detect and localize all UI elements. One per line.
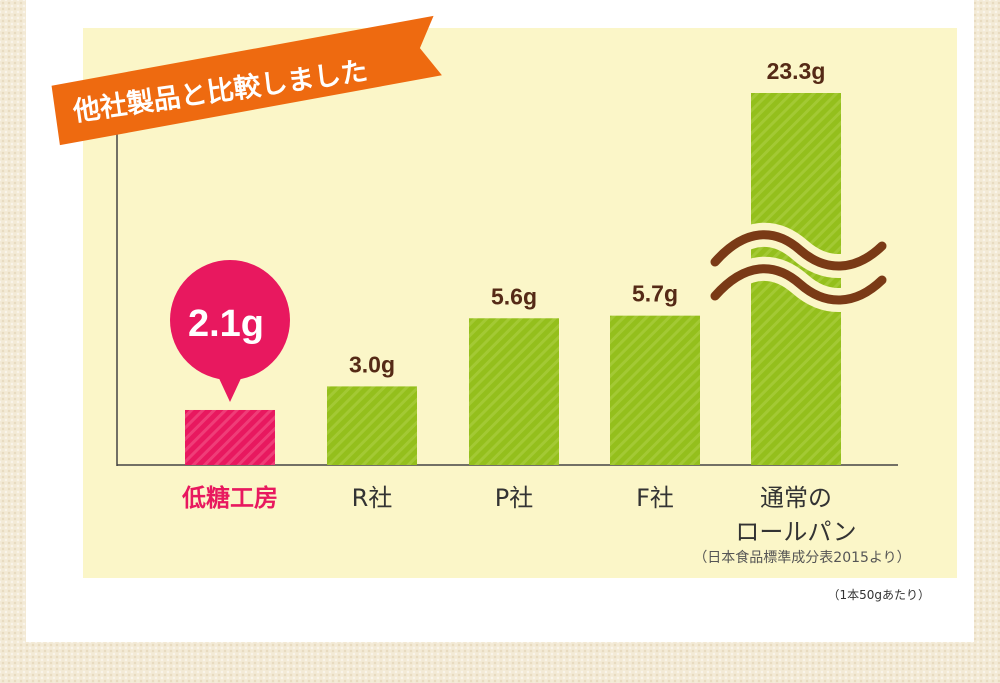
bar-teitou-koubou [185,409,275,465]
category-label-f-sha: F社 [636,484,674,512]
value-label-normal-roll: 23.3g [767,58,826,84]
bar-f-sha [610,315,700,465]
footnote: （1本50gあたり） [827,588,930,602]
source-note: （日本食品標準成分表2015より） [693,549,910,566]
axis-break-wave [703,222,894,312]
category-label-r-sha: R社 [352,484,393,512]
value-label-f-sha: 5.7g [632,281,678,307]
category-label-p-sha: P社 [495,484,533,512]
value-label-p-sha: 5.6g [491,283,537,309]
value-label-r-sha: 3.0g [349,351,395,377]
highlight-value-label: 2.1g [188,303,264,345]
category-label-normal-roll-1: 通常の [760,484,832,512]
category-label-teitou-koubou: 低糖工房 [181,484,278,512]
bar-p-sha [469,318,559,465]
bar-r-sha [327,386,417,465]
category-label-normal-roll-2: ロールパン [735,518,856,546]
highlight-bubble: 2.1g [170,260,290,402]
